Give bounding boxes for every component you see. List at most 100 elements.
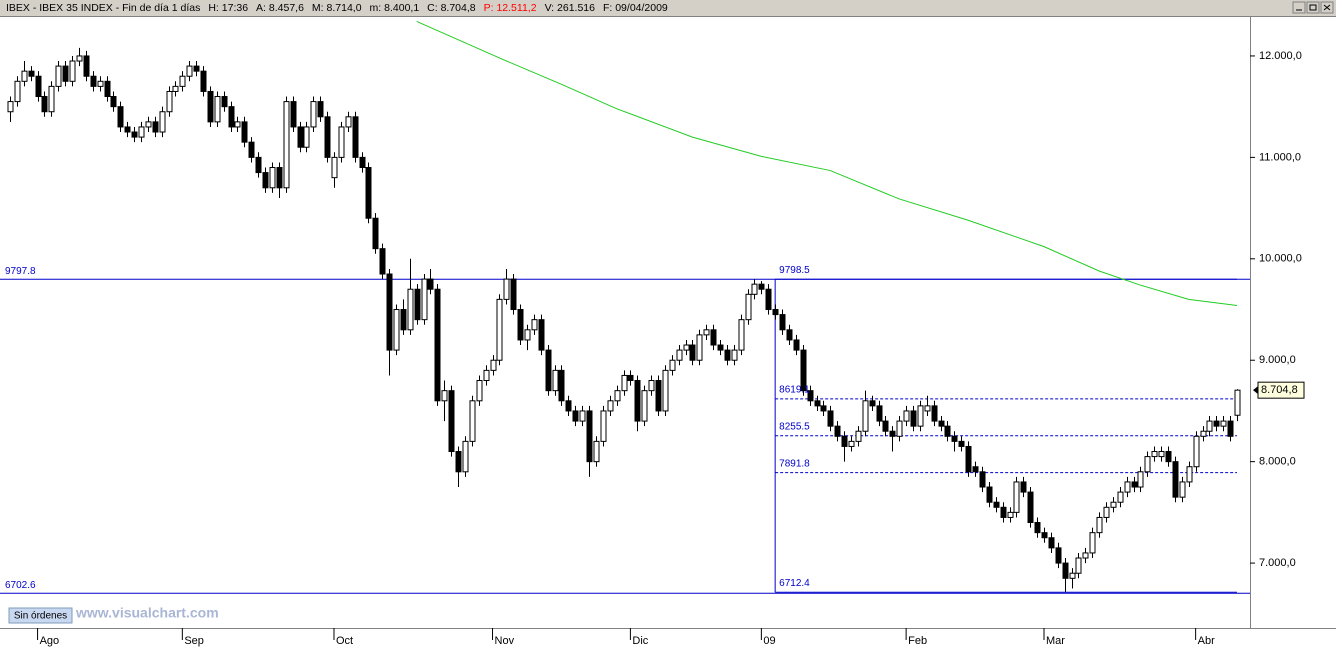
candle-body [634,380,641,422]
candle-body [1186,466,1193,483]
candle-body [110,96,117,108]
horizontal-line-label: 9797.8 [5,266,36,277]
last-price-pointer [1253,386,1258,395]
candle-body [841,435,848,447]
candle-body [1124,481,1131,493]
candle-body [303,126,310,148]
candle-body [97,80,104,87]
candle-body [503,278,510,300]
candle-body [35,75,42,98]
candle-body [1227,420,1234,437]
candle-body [276,167,283,189]
candle-body [1158,451,1165,458]
candle-body [221,96,228,108]
candle-body [338,126,345,158]
candle-body [876,405,883,422]
horizontal-line-label: 6702.6 [5,580,36,591]
candle-body [1172,461,1179,498]
candle-body [179,75,186,87]
y-axis-area [1250,17,1336,628]
candle-body [441,390,448,402]
y-tick-label: 11.000,0 [1259,151,1301,163]
y-tick-label: 9.000,0 [1259,354,1296,366]
candle-body [993,501,1000,508]
candle-body [703,329,710,336]
candle-body [717,344,724,351]
header-stat: V: 261.516 [545,2,596,14]
candle-body [669,359,676,371]
candle-body [1103,506,1110,518]
candle-body [834,425,841,437]
y-tick-label: 12.000,0 [1259,50,1302,62]
candle-body [1069,572,1076,579]
last-price-label: 8.704,8 [1261,384,1298,396]
candle-body [951,435,958,442]
candle-body [600,410,607,442]
fib-level-label: 9798.5 [779,265,810,276]
close-icon [1323,4,1331,11]
minimize-button[interactable] [1292,1,1306,14]
candle-body [1234,389,1241,416]
candle-body [641,390,648,422]
x-tick-label: Sep [184,635,204,647]
candle-body [290,101,297,128]
candle-body [1206,420,1213,432]
candle-body [896,420,903,437]
candle-body [1075,557,1082,574]
orders-button-label: Sin órdenes [14,611,67,622]
x-tick-label: Mar [1046,635,1065,647]
candle-body [545,349,552,392]
candle-body [627,374,634,382]
candle-body [820,405,827,412]
candle-body [414,288,421,321]
candle-body [400,309,407,331]
candle-body [965,445,972,473]
candle-body [1179,481,1186,498]
candle-body [910,410,917,427]
candle-body [1048,537,1055,549]
candle-body [21,70,28,82]
candle-body [710,329,717,346]
candle-body [958,440,965,447]
watermark: www.visualchart.com [75,605,219,621]
candle-body [248,141,255,158]
moving-average [416,21,1238,306]
orders-button[interactable] [8,607,73,624]
candle-body [882,420,889,432]
candle-body [283,101,290,189]
candle-body [483,369,490,382]
y-tick-label: 8.000,0 [1259,456,1296,468]
y-tick-label: 10.000,0 [1259,253,1302,265]
candle-body [765,288,772,311]
candle-body [1193,435,1200,468]
candle-body [55,65,62,87]
candle-body [586,410,593,463]
candle-body [1213,420,1220,427]
candle-body [827,410,834,427]
candle-body [1144,456,1151,473]
maximize-button[interactable] [1306,1,1320,14]
candle-body [172,85,179,92]
candle-body [903,410,910,422]
candle-body [1062,562,1069,579]
candle-body [979,471,986,488]
header-stat: m: 8.400,1 [370,2,420,14]
x-tick-label: Nov [495,635,515,647]
candle-body [28,70,35,77]
candle-body [490,359,497,371]
candle-body [297,126,304,148]
candle-body [1027,491,1034,524]
candle-body [1007,511,1014,518]
candle-body [793,339,800,351]
candle-body [200,70,207,92]
candle-body [1096,516,1103,534]
fib-level-label: 8255.5 [779,421,810,432]
candle-body [572,410,579,422]
plot [0,21,1250,594]
candle-body [241,121,248,143]
candle-body [772,309,779,316]
header-stat: H: 17:36 [208,2,248,14]
candle-body [1013,481,1020,513]
fib-level-label: 7891.8 [779,458,810,469]
